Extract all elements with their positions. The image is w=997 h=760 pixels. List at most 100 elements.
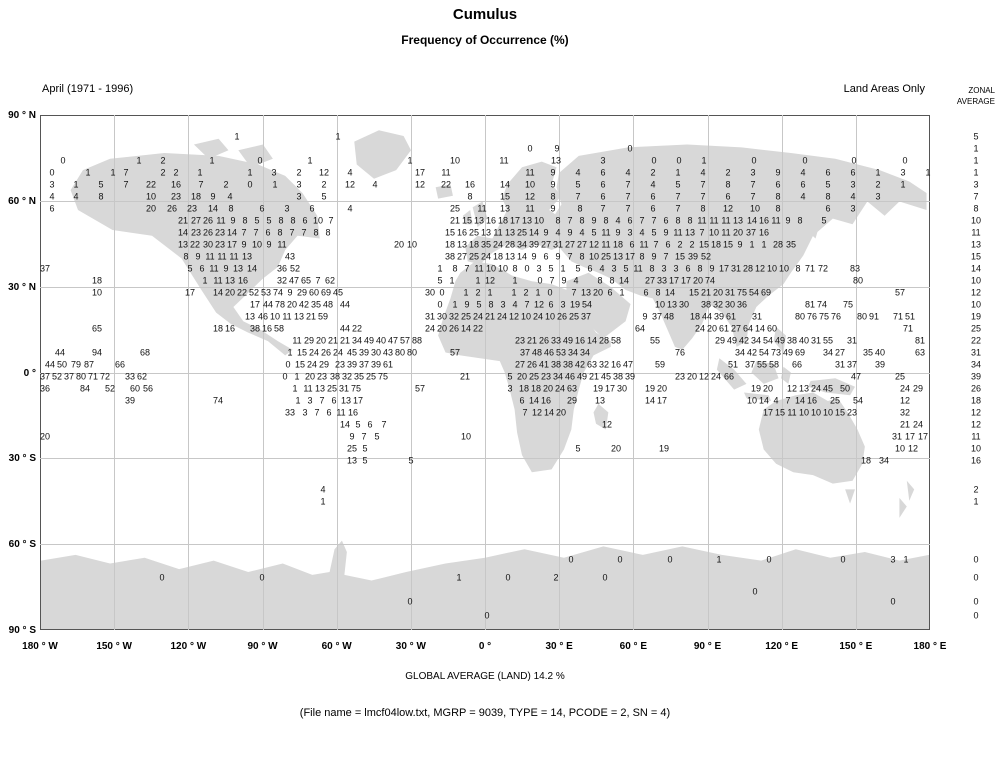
grid-value: 8 <box>290 215 296 226</box>
x-axis-label: 120 ° E <box>765 641 799 652</box>
grid-value: 7 <box>625 191 631 202</box>
grid-value: 15 <box>834 407 846 418</box>
grid-value: 4 <box>227 191 233 202</box>
grid-value: 4 <box>773 395 779 406</box>
global-average-label: GLOBAL AVERAGE (LAND) 14.2 % <box>405 671 565 682</box>
grid-value: 25 <box>460 311 472 322</box>
grid-value: 3 <box>750 167 756 178</box>
grid-value: 25 <box>528 371 540 382</box>
grid-value: 64 <box>634 323 646 334</box>
grid-value: 63 <box>914 347 926 358</box>
grid-value: 4 <box>800 191 806 202</box>
grid-value: 12 <box>722 203 734 214</box>
grid-value: 7 <box>241 227 247 238</box>
grid-value: 47 <box>387 335 399 346</box>
grid-value: 20 <box>436 323 448 334</box>
grid-value: 61 <box>382 359 394 370</box>
grid-value: 32 <box>899 407 911 418</box>
grid-value: 5 <box>548 263 554 274</box>
grid-value: 17 <box>624 251 636 262</box>
zonal-header-line2: AVERAGE <box>956 97 995 106</box>
grid-value: 10 <box>822 407 834 418</box>
grid-value: 9 <box>663 227 669 238</box>
grid-value: 5 <box>675 179 681 190</box>
grid-value: 76 <box>674 347 686 358</box>
grid-value: 39 <box>370 359 382 370</box>
grid-value: 31 <box>724 287 736 298</box>
grid-value: 37 <box>39 263 51 274</box>
grid-value: 32 <box>276 275 288 286</box>
grid-value: 1 <box>487 287 493 298</box>
grid-value: 24 <box>912 419 924 430</box>
grid-value: 19 <box>644 383 656 394</box>
grid-value: 10 <box>485 263 497 274</box>
grid-value: 0 <box>285 359 291 370</box>
zonal-average-value: 12 <box>970 419 982 430</box>
grid-value: 17 <box>414 167 426 178</box>
grid-value: 8 <box>579 251 585 262</box>
grid-value: 2 <box>875 179 881 190</box>
grid-value: 20 <box>732 227 744 238</box>
grid-value: 6 <box>825 167 831 178</box>
grid-value: 23 <box>214 239 226 250</box>
grid-value: 54 <box>581 299 593 310</box>
grid-value: 17 <box>184 287 196 298</box>
grid-value: 0 <box>752 586 758 597</box>
grid-value: 13 <box>504 227 516 238</box>
zonal-average-value: 0 <box>973 596 979 607</box>
grid-value: 8 <box>675 215 681 226</box>
grid-value: 24 <box>554 383 566 394</box>
grid-value: 7 <box>361 431 367 442</box>
grid-value: 63 <box>586 359 598 370</box>
grid-value: 9 <box>591 215 597 226</box>
grid-value: 31 <box>424 311 436 322</box>
grid-value: 17 <box>604 383 616 394</box>
grid-value: 25 <box>326 383 338 394</box>
zonal-average-value: 7 <box>973 191 979 202</box>
grid-value: 31 <box>846 335 858 346</box>
grid-value: 17 <box>680 275 692 286</box>
grid-value: 8 <box>700 203 706 214</box>
grid-value: 34 <box>878 455 890 466</box>
grid-value: 33 <box>550 335 562 346</box>
x-axis-label: 30 ° E <box>545 641 573 652</box>
grid-value: 1 <box>287 347 293 358</box>
grid-value: 5 <box>575 179 581 190</box>
grid-value: 20 <box>610 443 622 454</box>
grid-value: 80 <box>856 311 868 322</box>
grid-value: 11 <box>216 215 226 226</box>
grid-value: 7 <box>625 203 631 214</box>
grid-value: 13 <box>473 215 485 226</box>
grid-value: 14 <box>644 395 656 406</box>
zonal-average-value: 0 <box>973 572 979 583</box>
grid-value: 20 <box>286 299 298 310</box>
zonal-average-value: 10 <box>970 275 982 286</box>
grid-value: 3 <box>850 179 856 190</box>
grid-value: 14 <box>746 215 758 226</box>
grid-value: 7 <box>700 179 706 190</box>
grid-value: 10 <box>145 191 157 202</box>
grid-value: 58 <box>768 359 780 370</box>
grid-value: 31 <box>891 431 903 442</box>
grid-value: 36 <box>39 383 51 394</box>
grid-value: 13 <box>293 311 305 322</box>
grid-value: 27 <box>730 323 742 334</box>
x-axis-label: 180 ° E <box>913 641 947 652</box>
page-title: Cumulus <box>452 6 518 23</box>
grid-value: 6 <box>519 395 525 406</box>
grid-value: 0 <box>547 287 553 298</box>
x-axis-label: 30 ° W <box>395 641 426 652</box>
grid-value: 18 <box>190 191 202 202</box>
grid-value: 7 <box>315 275 321 286</box>
zonal-average-value: 13 <box>970 239 982 250</box>
grid-parallel-line <box>40 200 930 202</box>
grid-value: 60 <box>308 287 320 298</box>
grid-value: 8 <box>242 215 248 226</box>
grid-value: 1 <box>85 167 91 178</box>
grid-value: 7 <box>575 191 581 202</box>
grid-value: 12 <box>533 299 545 310</box>
grid-value: 62 <box>324 275 336 286</box>
grid-value: 6 <box>643 287 649 298</box>
y-axis-label: 60 ° S <box>8 539 36 551</box>
